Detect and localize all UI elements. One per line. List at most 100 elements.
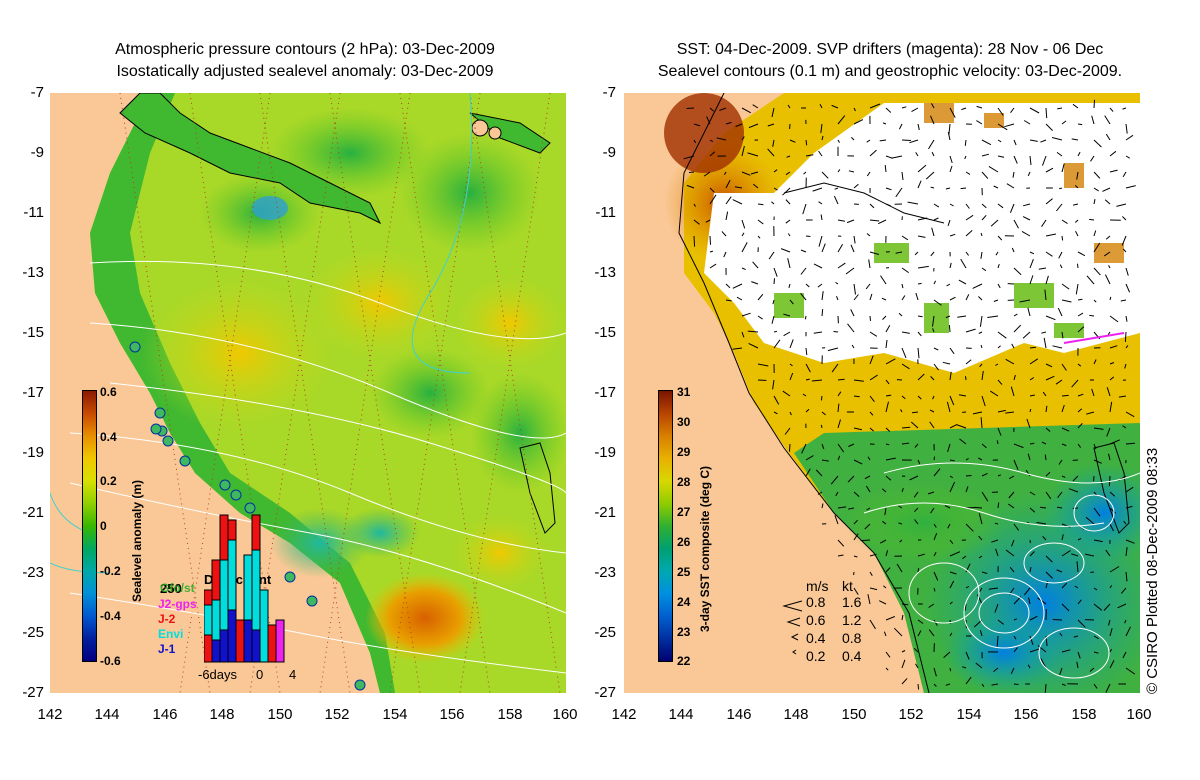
velocity-arrow <box>1125 505 1133 509</box>
legend-kt-value: 0.8 <box>842 630 862 646</box>
cbar-tick: 22 <box>677 654 691 668</box>
velocity-arrow <box>847 323 855 333</box>
velocity-arrow <box>1105 133 1111 141</box>
velocity-arrow <box>820 123 823 134</box>
velocity-arrow <box>1104 274 1111 285</box>
velocity-arrow <box>771 315 775 324</box>
velocity-arrow <box>741 171 751 176</box>
velocity-arrow <box>981 683 985 687</box>
velocity-arrow <box>1013 374 1016 381</box>
velocity-arrow <box>948 325 951 333</box>
velocity-arrow <box>1042 391 1047 397</box>
velocity-arrow <box>945 187 951 190</box>
velocity-arrow <box>1093 651 1099 654</box>
sat-j2gps: J2-gps <box>158 597 197 611</box>
velocity-arrow <box>1093 427 1104 430</box>
velocity-arrow <box>980 417 983 429</box>
velocity-arrow <box>997 345 1001 349</box>
velocity-arrow <box>821 171 829 179</box>
velocity-arrow <box>1040 658 1047 669</box>
left-ytick: -21 <box>22 504 44 521</box>
velocity-arrow <box>787 258 791 269</box>
velocity-arrow <box>932 395 935 400</box>
velocity-arrow <box>978 331 983 334</box>
velocity-arrow <box>837 219 845 222</box>
velocity-arrow <box>898 505 903 509</box>
velocity-arrow <box>835 281 839 285</box>
velocity-arrow <box>817 491 823 495</box>
velocity-arrow <box>901 235 909 241</box>
velocity-arrow <box>965 251 970 256</box>
right-xtick: 146 <box>726 706 752 723</box>
velocity-arrow <box>1105 549 1111 557</box>
velocity-arrow <box>933 347 939 351</box>
velocity-arrow <box>786 155 791 158</box>
velocity-arrow <box>1045 427 1051 432</box>
velocity-arrow <box>1077 408 1083 413</box>
velocity-arrow <box>693 235 696 247</box>
velocity-arrow <box>869 587 878 591</box>
velocity-arrow <box>981 171 989 179</box>
velocity-arrow <box>734 186 743 189</box>
velocity-arrow <box>1122 425 1127 429</box>
velocity-arrow <box>1045 375 1055 381</box>
velocity-arrow <box>706 116 711 125</box>
velocity-arrow <box>901 267 909 274</box>
velocity-arrow <box>1057 107 1063 110</box>
velocity-arrow <box>885 358 896 365</box>
velocity-arrow <box>787 233 791 237</box>
legend-ms-value: 0.6 <box>806 612 826 628</box>
velocity-arrow <box>932 315 935 327</box>
velocity-arrow <box>981 370 984 381</box>
right-map-svg <box>624 93 1140 693</box>
velocity-arrow <box>913 491 919 498</box>
velocity-arrow <box>947 523 951 529</box>
velocity-arrow <box>1085 516 1095 525</box>
velocity-arrow <box>1045 571 1053 579</box>
velocity-arrow <box>885 550 889 557</box>
legend-arrows <box>782 600 803 655</box>
velocity-arrow <box>1045 167 1054 173</box>
velocity-arrow <box>997 474 1001 477</box>
velocity-arrow <box>1005 358 1015 365</box>
velocity-arrow <box>821 291 824 301</box>
velocity-arrow <box>773 395 780 405</box>
velocity-arrow <box>965 376 967 381</box>
velocity-arrow <box>990 219 999 227</box>
velocity-arrow <box>965 359 972 365</box>
velocity-arrow <box>709 151 716 157</box>
right-ytick: -25 <box>594 624 616 641</box>
velocity-arrow <box>818 150 823 157</box>
velocity-arrow <box>736 296 743 301</box>
velocity-arrow <box>997 502 1000 509</box>
velocity-arrow <box>917 567 920 573</box>
velocity-arrow <box>818 201 823 205</box>
cbar-tick: 25 <box>677 565 691 579</box>
velocity-arrow <box>981 267 987 272</box>
velocity-arrow <box>917 683 920 690</box>
velocity-arrow <box>1027 307 1031 317</box>
velocity-arrow <box>1045 471 1051 477</box>
velocity-arrow <box>805 468 811 477</box>
velocity-arrow <box>1059 667 1063 675</box>
velocity-arrow <box>884 165 887 173</box>
data-count-histogram <box>204 514 285 663</box>
velocity-arrow <box>845 267 855 275</box>
velocity-arrow <box>1109 296 1112 301</box>
velocity-arrow <box>831 104 839 109</box>
right-xtick: 142 <box>611 706 637 723</box>
velocity-arrow <box>979 587 983 593</box>
velocity-arrow <box>805 283 810 288</box>
velocity-arrow <box>834 515 839 525</box>
velocity-arrow <box>1077 599 1082 605</box>
velocity-arrow <box>850 309 855 317</box>
velocity-arrow <box>1071 138 1079 141</box>
velocity-arrow <box>993 185 999 189</box>
velocity-arrow <box>1042 155 1047 166</box>
velocity-arrow <box>965 171 971 175</box>
velocity-arrow <box>1022 216 1031 221</box>
velocity-arrow <box>803 171 807 175</box>
velocity-arrow <box>928 603 935 608</box>
velocity-arrow <box>885 651 891 658</box>
velocity-arrow <box>811 379 823 382</box>
